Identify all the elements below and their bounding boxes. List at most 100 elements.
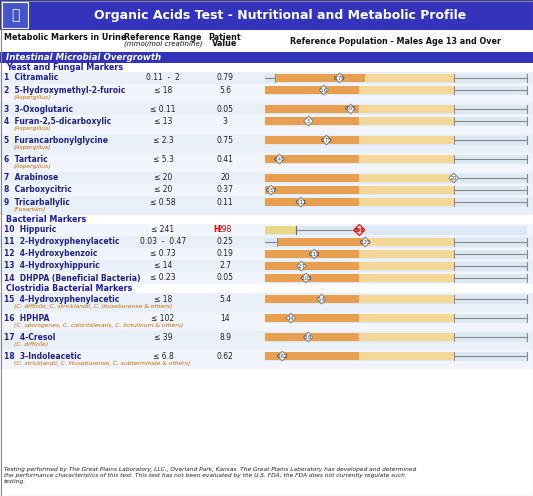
Text: 0.25: 0.25	[360, 240, 371, 245]
Text: 20: 20	[220, 174, 230, 183]
Bar	[0, 196, 533, 215]
Text: 0.05: 0.05	[345, 107, 357, 112]
Bar	[0, 52, 533, 63]
Bar	[0, 0, 533, 30]
Bar	[0, 350, 533, 369]
Bar	[365, 74, 454, 82]
Bar	[0, 115, 533, 134]
Polygon shape	[296, 197, 305, 207]
Bar	[265, 73, 527, 82]
Text: 0.62: 0.62	[277, 354, 288, 359]
Polygon shape	[304, 116, 313, 126]
Bar	[265, 273, 527, 283]
Text: 0.11  -  2: 0.11 - 2	[146, 73, 180, 82]
Polygon shape	[346, 104, 356, 114]
Bar	[359, 352, 454, 360]
Text: 0.05: 0.05	[301, 275, 312, 281]
Bar	[265, 249, 527, 258]
Text: 8  Carboxycitric: 8 Carboxycitric	[4, 186, 72, 194]
Text: 2.7: 2.7	[219, 261, 231, 270]
Text: ≤ 18: ≤ 18	[154, 295, 172, 304]
Text: 7  Arabinose: 7 Arabinose	[4, 174, 58, 183]
Bar	[265, 352, 454, 360]
Bar	[0, 260, 533, 272]
Polygon shape	[286, 313, 296, 323]
Text: Organic Acids Test - Nutritional and Metabolic Profile: Organic Acids Test - Nutritional and Met…	[94, 8, 466, 21]
Text: 0.79: 0.79	[216, 73, 233, 82]
Text: 0.41: 0.41	[274, 157, 285, 162]
Text: 14: 14	[288, 315, 294, 320]
Text: ≤ 241: ≤ 241	[151, 226, 175, 235]
Bar	[359, 86, 454, 94]
Text: Metabolic Markers in Urine: Metabolic Markers in Urine	[4, 34, 126, 43]
Bar	[276, 74, 454, 82]
Text: (C. stricklandii, C. lituseburense, C. subterminale & others): (C. stricklandii, C. lituseburense, C. s…	[14, 361, 190, 366]
Bar	[265, 105, 527, 114]
Text: 2.7: 2.7	[297, 263, 305, 268]
Bar	[265, 174, 527, 183]
Text: Patient: Patient	[209, 34, 241, 43]
Text: 0.19: 0.19	[309, 251, 320, 256]
Text: 298: 298	[354, 228, 365, 233]
Text: 17  4-Cresol: 17 4-Cresol	[4, 333, 55, 342]
Bar	[359, 155, 454, 163]
Polygon shape	[319, 85, 328, 95]
Bar	[265, 86, 454, 94]
Text: Clostridia Bacterial Markers: Clostridia Bacterial Markers	[6, 284, 132, 293]
Text: ≤ 39: ≤ 39	[154, 333, 172, 342]
Text: 13  4-Hydroxyhippuric: 13 4-Hydroxyhippuric	[4, 261, 100, 270]
Text: Bacterial Markers: Bacterial Markers	[6, 215, 86, 224]
Text: 2  5-Hydroxymethyl-2-furoic: 2 5-Hydroxymethyl-2-furoic	[4, 86, 125, 95]
Text: (Aspergillus): (Aspergillus)	[14, 95, 52, 100]
Bar	[265, 313, 527, 322]
Text: 5.6: 5.6	[219, 86, 231, 95]
Text: 0.25: 0.25	[216, 238, 233, 247]
Polygon shape	[335, 73, 344, 83]
Bar	[265, 86, 527, 95]
Text: (C. difficile, C. stricklandii, C. lituseburense & others): (C. difficile, C. stricklandii, C. litus…	[14, 304, 172, 309]
Text: 5.4: 5.4	[318, 297, 326, 302]
Text: 5.6: 5.6	[320, 88, 328, 93]
Text: ≤ 0.23: ≤ 0.23	[150, 273, 176, 283]
Text: (Aspergillus): (Aspergillus)	[14, 145, 52, 150]
Text: 8.9: 8.9	[219, 333, 231, 342]
Bar	[0, 224, 533, 236]
Bar	[265, 352, 527, 361]
Polygon shape	[266, 185, 276, 195]
Bar	[359, 333, 454, 341]
Bar	[0, 272, 533, 284]
Text: 🧍: 🧍	[11, 8, 19, 22]
Bar	[265, 261, 527, 270]
Text: 0.79: 0.79	[334, 75, 345, 80]
Bar	[0, 248, 533, 260]
Text: 14: 14	[220, 313, 230, 322]
Bar	[265, 295, 454, 303]
Bar	[265, 226, 527, 235]
Polygon shape	[275, 154, 285, 164]
Bar	[359, 186, 454, 194]
Text: Testing performed by The Great Plains Laboratory, LLC., Overland Park, Kansas. T: Testing performed by The Great Plains La…	[4, 467, 416, 484]
Bar	[265, 186, 454, 194]
Bar	[0, 236, 533, 248]
Text: ≤ 14: ≤ 14	[154, 261, 172, 270]
Text: 5.4: 5.4	[219, 295, 231, 304]
Bar	[359, 295, 454, 303]
Bar	[265, 314, 454, 322]
Text: 20: 20	[450, 176, 457, 181]
Bar	[359, 250, 454, 258]
Text: ≤ 6.8: ≤ 6.8	[152, 352, 173, 361]
Bar	[265, 198, 454, 206]
Bar	[265, 197, 527, 206]
Polygon shape	[354, 225, 365, 236]
Bar	[265, 333, 527, 342]
Bar	[359, 117, 454, 125]
Text: ≤ 20: ≤ 20	[154, 186, 172, 194]
Text: Reference Range: Reference Range	[124, 34, 202, 43]
Text: ≤ 0.73: ≤ 0.73	[150, 249, 176, 258]
Text: 0.75: 0.75	[216, 135, 233, 144]
Text: (Aspergillus): (Aspergillus)	[14, 164, 52, 169]
Bar	[265, 105, 454, 113]
Polygon shape	[309, 249, 319, 259]
Text: 6  Tartaric: 6 Tartaric	[4, 155, 48, 164]
Text: 0.37: 0.37	[265, 187, 277, 192]
